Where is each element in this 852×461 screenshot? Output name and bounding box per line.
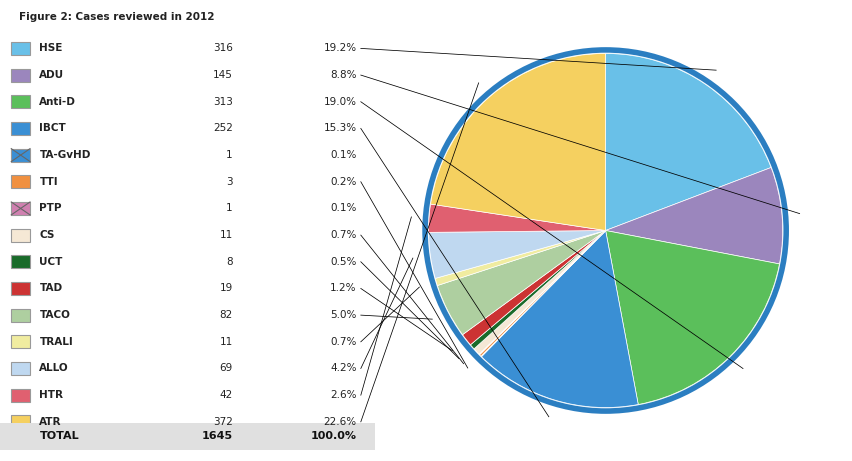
Text: 19: 19 — [219, 284, 233, 294]
Text: TTI: TTI — [39, 177, 58, 187]
Text: 1: 1 — [226, 150, 233, 160]
FancyBboxPatch shape — [11, 335, 30, 348]
FancyBboxPatch shape — [11, 389, 30, 402]
Text: 0.7%: 0.7% — [330, 230, 356, 240]
FancyBboxPatch shape — [11, 95, 30, 108]
Wedge shape — [428, 230, 605, 278]
Text: HTR: HTR — [39, 390, 63, 400]
Wedge shape — [428, 204, 605, 232]
Text: 1645: 1645 — [201, 431, 233, 442]
Text: 42: 42 — [219, 390, 233, 400]
Text: 0.1%: 0.1% — [330, 150, 356, 160]
Text: 11: 11 — [219, 230, 233, 240]
Text: 0.1%: 0.1% — [330, 203, 356, 213]
Text: ATR: ATR — [39, 417, 62, 427]
Text: TRALI: TRALI — [39, 337, 73, 347]
FancyBboxPatch shape — [11, 69, 30, 82]
Text: TAD: TAD — [39, 284, 62, 294]
Text: 1: 1 — [226, 203, 233, 213]
Wedge shape — [435, 230, 605, 285]
FancyBboxPatch shape — [11, 309, 30, 322]
Text: 82: 82 — [219, 310, 233, 320]
Text: ADU: ADU — [39, 70, 65, 80]
Wedge shape — [605, 230, 779, 404]
Text: 372: 372 — [212, 417, 233, 427]
Wedge shape — [479, 230, 605, 356]
Text: 19.0%: 19.0% — [323, 97, 356, 107]
Text: 313: 313 — [212, 97, 233, 107]
Text: TACO: TACO — [39, 310, 70, 320]
Text: TOTAL: TOTAL — [39, 431, 79, 442]
FancyBboxPatch shape — [11, 122, 30, 135]
Text: 22.6%: 22.6% — [323, 417, 356, 427]
FancyBboxPatch shape — [11, 229, 30, 242]
Text: UCT: UCT — [39, 257, 63, 267]
Text: 8: 8 — [226, 257, 233, 267]
Text: 15.3%: 15.3% — [323, 124, 356, 133]
Text: 8.8%: 8.8% — [330, 70, 356, 80]
Wedge shape — [481, 230, 637, 408]
FancyBboxPatch shape — [11, 282, 30, 295]
FancyBboxPatch shape — [11, 255, 30, 268]
Text: IBCT: IBCT — [39, 124, 66, 133]
Text: HSE: HSE — [39, 43, 63, 53]
FancyBboxPatch shape — [11, 362, 30, 375]
Wedge shape — [430, 53, 605, 230]
Text: 145: 145 — [212, 70, 233, 80]
Wedge shape — [605, 167, 782, 264]
Text: 69: 69 — [219, 363, 233, 373]
Text: PTP: PTP — [39, 203, 62, 213]
Text: 316: 316 — [212, 43, 233, 53]
Wedge shape — [470, 230, 605, 349]
Text: Figure 2: Cases reviewed in 2012: Figure 2: Cases reviewed in 2012 — [19, 12, 214, 22]
Text: 0.7%: 0.7% — [330, 337, 356, 347]
Wedge shape — [474, 230, 605, 355]
Text: 19.2%: 19.2% — [323, 43, 356, 53]
Wedge shape — [437, 230, 605, 335]
FancyBboxPatch shape — [11, 202, 30, 215]
Wedge shape — [479, 230, 605, 355]
Text: 4.2%: 4.2% — [330, 363, 356, 373]
Text: 252: 252 — [212, 124, 233, 133]
Text: 100.0%: 100.0% — [310, 431, 356, 442]
Text: CS: CS — [39, 230, 55, 240]
FancyBboxPatch shape — [11, 175, 30, 188]
FancyBboxPatch shape — [11, 42, 30, 55]
Text: 11: 11 — [219, 337, 233, 347]
Wedge shape — [462, 230, 605, 345]
Wedge shape — [605, 53, 770, 230]
Text: ALLO: ALLO — [39, 363, 69, 373]
FancyBboxPatch shape — [11, 148, 30, 161]
Text: Anti-D: Anti-D — [39, 97, 76, 107]
Text: 3: 3 — [226, 177, 233, 187]
Wedge shape — [481, 230, 605, 357]
Text: 0.2%: 0.2% — [330, 177, 356, 187]
Text: 5.0%: 5.0% — [330, 310, 356, 320]
FancyBboxPatch shape — [0, 423, 375, 450]
Text: 1.2%: 1.2% — [330, 284, 356, 294]
Text: 0.5%: 0.5% — [330, 257, 356, 267]
Text: 2.6%: 2.6% — [330, 390, 356, 400]
Text: TA-GvHD: TA-GvHD — [39, 150, 90, 160]
FancyBboxPatch shape — [11, 415, 30, 428]
